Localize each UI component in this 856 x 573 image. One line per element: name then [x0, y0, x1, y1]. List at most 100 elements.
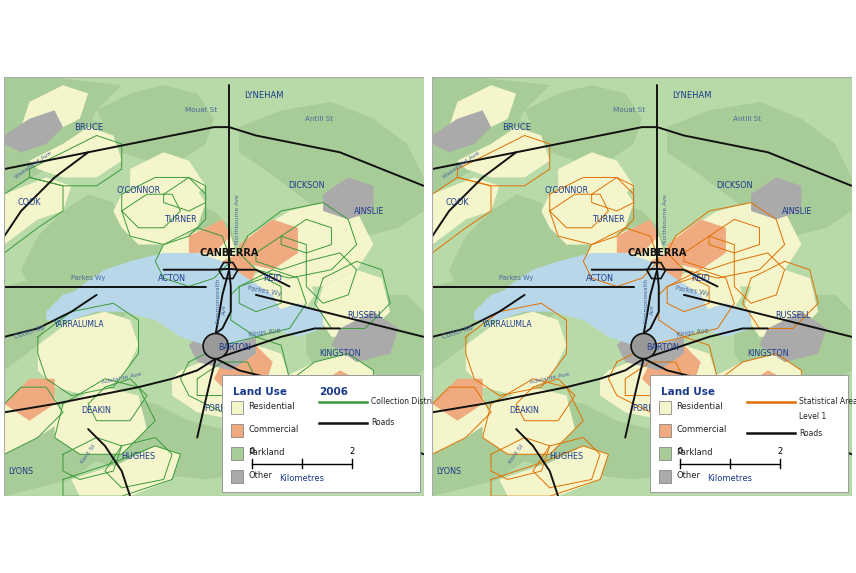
Text: HUGHES: HUGHES [122, 452, 156, 461]
Text: BARTON: BARTON [218, 343, 252, 352]
Text: YARRALUMLA: YARRALUMLA [55, 320, 105, 329]
Text: Commonwealth: Commonwealth [644, 278, 649, 324]
Polygon shape [457, 127, 550, 178]
Text: REID: REID [692, 274, 710, 282]
Text: Kilometres: Kilometres [708, 474, 752, 483]
Text: Collection Districts: Collection Districts [372, 397, 443, 406]
Bar [231, 424, 243, 437]
Text: LYONS: LYONS [9, 466, 33, 476]
Polygon shape [701, 354, 810, 438]
Text: Roads: Roads [800, 429, 823, 438]
Polygon shape [600, 345, 717, 421]
Polygon shape [466, 312, 567, 395]
Polygon shape [122, 203, 239, 278]
Text: Parkland: Parkland [248, 448, 285, 457]
Text: Parkland: Parkland [676, 448, 713, 457]
Text: 2006: 2006 [318, 387, 348, 397]
Polygon shape [642, 345, 701, 395]
Polygon shape [550, 203, 667, 278]
Polygon shape [97, 85, 214, 160]
Text: Kent St: Kent St [80, 444, 97, 465]
Polygon shape [734, 295, 852, 395]
Polygon shape [71, 446, 181, 496]
Polygon shape [432, 413, 533, 496]
Text: BRUCE: BRUCE [74, 123, 103, 132]
Polygon shape [667, 219, 726, 270]
Text: BARTON: BARTON [646, 343, 680, 352]
Polygon shape [21, 119, 113, 169]
Bar [659, 424, 671, 437]
Text: Parkes Wy: Parkes Wy [499, 275, 533, 281]
Polygon shape [575, 270, 625, 312]
Text: FORREST: FORREST [204, 403, 241, 413]
Polygon shape [432, 178, 499, 245]
Text: Kings Ave: Kings Ave [248, 327, 281, 338]
Polygon shape [759, 312, 827, 362]
Text: Commercial: Commercial [676, 425, 727, 434]
Polygon shape [147, 270, 197, 312]
Polygon shape [432, 111, 491, 152]
Text: Kings Ave: Kings Ave [676, 327, 709, 338]
Polygon shape [55, 387, 147, 454]
Polygon shape [273, 354, 382, 438]
Polygon shape [189, 320, 256, 370]
Text: Wakefield Ave: Wakefield Ave [443, 150, 481, 179]
Polygon shape [449, 85, 516, 135]
Polygon shape [38, 387, 331, 480]
Polygon shape [701, 303, 751, 337]
Text: Adelaide Ave: Adelaide Ave [529, 372, 570, 386]
Bar [659, 401, 671, 414]
Bar [223, 375, 419, 492]
Text: Adelaide Ave: Adelaide Ave [101, 372, 142, 386]
Text: Canberra Ave: Canberra Ave [696, 386, 739, 397]
Polygon shape [432, 387, 491, 454]
Polygon shape [189, 219, 231, 253]
Polygon shape [558, 152, 633, 203]
Text: LYNEHAM: LYNEHAM [673, 91, 712, 100]
Text: LYONS: LYONS [437, 466, 461, 476]
Polygon shape [197, 253, 256, 303]
Text: Canberra Ave: Canberra Ave [268, 386, 311, 397]
Bar [231, 447, 243, 460]
Polygon shape [306, 370, 357, 413]
Text: Other: Other [248, 471, 272, 480]
Polygon shape [525, 85, 642, 160]
Text: Kent St: Kent St [508, 444, 525, 465]
Polygon shape [583, 228, 667, 286]
Text: YARRALUMLA: YARRALUMLA [483, 320, 533, 329]
Text: COOK: COOK [18, 198, 41, 207]
Text: DEAKIN: DEAKIN [81, 406, 111, 415]
Polygon shape [617, 320, 684, 370]
Bar [651, 375, 847, 492]
Text: KINGSTON: KINGSTON [319, 349, 360, 358]
Polygon shape [4, 413, 105, 496]
Text: CANBERRA: CANBERRA [627, 248, 687, 258]
Text: Statistical Areas: Statistical Areas [800, 397, 856, 406]
Text: Wakefield Ave: Wakefield Ave [15, 150, 53, 179]
Polygon shape [155, 228, 239, 286]
Text: Antill St: Antill St [733, 116, 761, 121]
Text: FORREST: FORREST [632, 403, 669, 413]
Text: CANBERRA: CANBERRA [199, 248, 259, 258]
Polygon shape [667, 261, 743, 328]
Polygon shape [432, 379, 483, 421]
Text: LYNEHAM: LYNEHAM [245, 91, 284, 100]
Text: KINGSTON: KINGSTON [747, 349, 788, 358]
Polygon shape [743, 270, 818, 337]
Text: DICKSON: DICKSON [288, 181, 324, 190]
Polygon shape [625, 253, 684, 303]
Polygon shape [751, 178, 801, 219]
Bar [231, 470, 243, 483]
Text: REID: REID [264, 274, 282, 282]
Circle shape [203, 333, 229, 359]
Polygon shape [130, 152, 205, 203]
Polygon shape [483, 387, 575, 454]
Polygon shape [466, 387, 759, 480]
Text: O'CONNOR: O'CONNOR [116, 186, 161, 194]
Polygon shape [675, 203, 801, 286]
Polygon shape [617, 219, 659, 253]
Polygon shape [432, 77, 550, 194]
Polygon shape [483, 253, 709, 345]
Text: Kilometres: Kilometres [280, 474, 324, 483]
Polygon shape [583, 253, 633, 295]
